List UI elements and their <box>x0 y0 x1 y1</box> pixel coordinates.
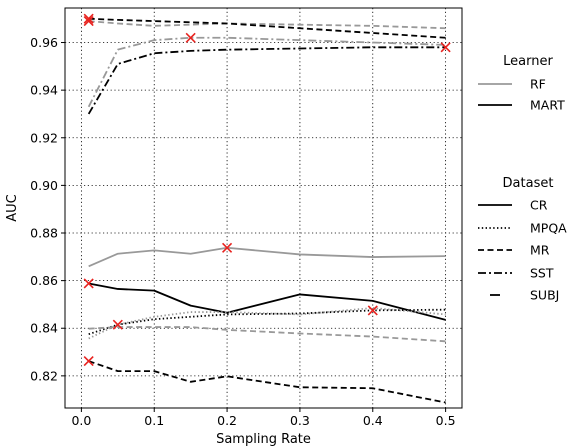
legend-label: SUBJ <box>530 288 559 303</box>
series-mart-mpqa <box>88 308 446 336</box>
y-tick-label: 0.86 <box>30 273 58 288</box>
best-marker <box>440 42 451 53</box>
best-marker <box>112 319 123 330</box>
series-rf-mpqa <box>88 307 446 340</box>
x-tick-label: 0.1 <box>144 413 164 428</box>
best-marker <box>222 242 233 253</box>
legend-label: MART <box>530 98 565 113</box>
y-axis-title: AUC <box>5 194 20 222</box>
y-tick-label: 0.90 <box>30 178 58 193</box>
series-lines <box>87 17 446 404</box>
best-marker <box>83 278 94 289</box>
series-mart-mr <box>88 17 446 39</box>
legend-label: MPQA <box>530 221 567 236</box>
series-rf-mr <box>88 20 446 30</box>
best-marker <box>83 13 94 24</box>
legend-label: SST <box>530 266 554 281</box>
legend-label: RF <box>530 77 546 92</box>
plot-frame <box>64 7 463 409</box>
legend-label: MR <box>530 243 550 258</box>
series-mart-mr <box>88 360 446 404</box>
series-mart-sst <box>87 46 446 115</box>
y-tick-label: 0.84 <box>30 321 58 336</box>
series-mart-cr <box>88 282 446 321</box>
x-axis-title: Sampling Rate <box>216 432 311 447</box>
grid <box>65 8 462 408</box>
best-marker <box>83 356 94 367</box>
x-tick-label: 0.3 <box>290 413 310 428</box>
series-rf-mr <box>88 326 446 343</box>
x-tick-label: 0.4 <box>363 413 383 428</box>
x-tick-label: 0.0 <box>71 413 91 428</box>
y-tick-label: 0.96 <box>30 35 58 50</box>
best-value-markers <box>83 13 451 367</box>
series-rf-sst <box>87 36 446 108</box>
legend-title: Learner <box>503 54 553 69</box>
x-tick-label: 0.5 <box>436 413 456 428</box>
axis-ticks: 0.0 0.1 0.2 0.3 0.4 0.5 0.82 0.84 0.86 0.88 0.90 0.… <box>30 35 455 428</box>
best-marker <box>367 305 378 316</box>
series-rf-cr <box>88 246 446 268</box>
x-tick-label: 0.2 <box>217 413 237 428</box>
y-tick-label: 0.82 <box>30 368 58 383</box>
y-tick-label: 0.94 <box>30 83 58 98</box>
y-tick-label: 0.92 <box>30 130 58 145</box>
legend-title: Dataset <box>503 176 554 191</box>
best-marker <box>185 32 196 43</box>
legend-label: CR <box>530 198 548 213</box>
legends: Learner RF MART Dataset CR MPQA MR SST SUBJ <box>478 54 567 303</box>
best-marker <box>83 16 94 27</box>
y-tick-label: 0.88 <box>30 226 58 241</box>
